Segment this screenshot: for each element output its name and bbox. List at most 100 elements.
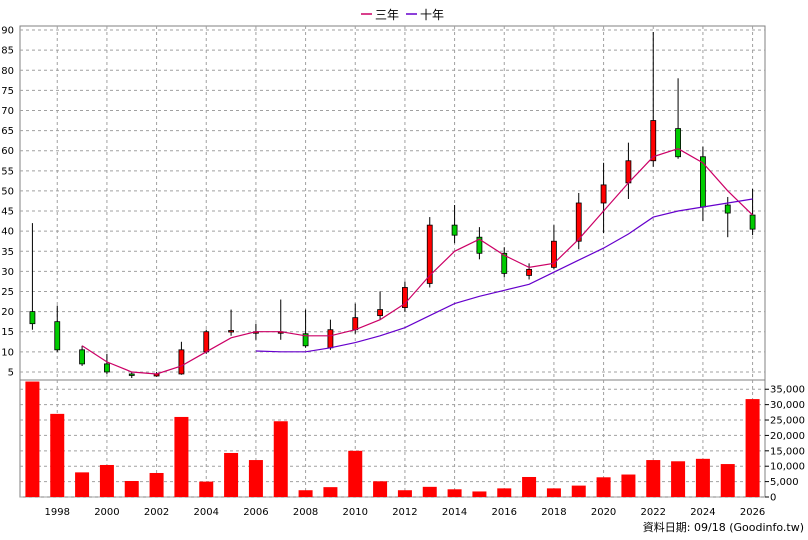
- candle-body: [551, 240, 557, 268]
- volume-bar: [75, 472, 90, 497]
- candle-body: [228, 330, 234, 333]
- x-tick-label: 2014: [442, 507, 467, 518]
- candle: [104, 353, 110, 374]
- candle: [526, 263, 532, 280]
- price-plot-frame: [19, 25, 766, 381]
- price-tick-label: 70: [1, 106, 14, 117]
- volume-bar: [447, 489, 462, 497]
- x-tick-label: 2004: [194, 507, 219, 518]
- candle: [377, 291, 383, 320]
- x-tick-label: 2012: [392, 507, 417, 518]
- candle-body: [451, 224, 458, 236]
- x-tick-label: 2006: [243, 507, 268, 518]
- candle: [29, 223, 36, 330]
- volume-tick-label: 0: [770, 493, 776, 504]
- candle-body: [675, 128, 681, 158]
- volume-plot-area: 0 5,000 10,000 15,000 20,000 25,000 30,000 35,0…: [19, 379, 805, 504]
- price-tick-label: 80: [1, 66, 14, 77]
- volume-tick-label: 15,000: [770, 446, 805, 457]
- volume-bar: [571, 485, 586, 497]
- price-tick-label: 75: [1, 86, 14, 97]
- legend: 三年 十年: [361, 8, 444, 22]
- legend-label-ma3: 三年: [375, 8, 399, 22]
- candle-body: [128, 373, 135, 376]
- candle: [228, 309, 234, 336]
- x-tick-label: 2018: [541, 507, 566, 518]
- candle-body: [650, 120, 657, 162]
- x-tick-label: 2024: [690, 507, 715, 518]
- candle-body: [402, 287, 408, 308]
- candle-body: [54, 321, 61, 351]
- price-tick-label: 65: [1, 126, 14, 137]
- volume-bar: [298, 490, 313, 497]
- volume-bar: [596, 477, 611, 497]
- x-tick-label: 2016: [492, 507, 517, 518]
- price-tick-label: 55: [1, 166, 14, 177]
- legend-label-ma10: 十年: [420, 8, 444, 22]
- volume-bar: [149, 472, 164, 497]
- candle: [451, 205, 458, 244]
- price-tick-label: 10: [1, 347, 14, 358]
- volume-bar: [50, 413, 65, 497]
- candle-body: [724, 204, 731, 214]
- volume-bar: [25, 381, 40, 497]
- candle: [128, 371, 135, 378]
- volume-bar: [472, 491, 487, 497]
- price-tick-label: 35: [1, 247, 14, 258]
- volume-tick-label: 35,000: [770, 385, 805, 396]
- volume-tick-label: 20,000: [770, 431, 805, 442]
- volume-bar: [621, 474, 636, 497]
- volume-bar: [720, 464, 735, 497]
- x-tick-label: 2010: [343, 507, 368, 518]
- volume-bar: [745, 399, 760, 497]
- price-tick-label: 40: [1, 227, 14, 238]
- price-tick-label: 30: [1, 267, 14, 278]
- volume-bar: [273, 421, 288, 497]
- candle-body: [600, 184, 607, 204]
- price-tick-label: 5: [8, 367, 14, 378]
- volume-bar: [248, 460, 263, 497]
- x-tick-label: 2000: [94, 507, 119, 518]
- volume-bar: [546, 488, 561, 497]
- x-tick-label: 2008: [293, 507, 318, 518]
- candle-body: [526, 268, 532, 276]
- price-tick-label: 85: [1, 46, 14, 57]
- x-tick-label: 1998: [45, 507, 70, 518]
- volume-bar: [348, 450, 363, 497]
- candle: [501, 247, 508, 278]
- candle: [675, 78, 681, 159]
- source-note: 資料日期: 09/18 (Goodinfo.tw): [643, 520, 804, 534]
- volume-bar: [174, 416, 189, 497]
- candle-body: [352, 317, 359, 331]
- candle-body: [302, 333, 309, 347]
- candle-body: [203, 331, 210, 353]
- volume-bar: [671, 461, 686, 497]
- candle: [476, 227, 483, 260]
- volume-tick-label: 10,000: [770, 462, 805, 473]
- candle-body: [476, 236, 483, 254]
- candle-body: [327, 329, 334, 349]
- ma3-line: [81, 148, 754, 375]
- price-tick-label: 60: [1, 146, 14, 157]
- candle-body: [29, 311, 36, 325]
- price-axis-ticks: 5 10 15 20 25 30 35 40 45 50 55 60 65 70 75 80 85 90: [1, 26, 14, 379]
- volume-bar: [224, 452, 239, 497]
- candle-body: [625, 160, 632, 184]
- volume-bar: [497, 488, 512, 497]
- volume-bar: [323, 487, 338, 497]
- x-axis-ticks: 1998 2000 2002 2004 2006 2008 2010 2012 2014 2016…: [45, 507, 766, 518]
- candle: [650, 32, 657, 167]
- volume-axis-ticks: 0 5,000 10,000 15,000 20,000 25,000 30,000 35,0…: [765, 385, 805, 504]
- volume-bar: [99, 464, 114, 497]
- x-tick-label: 2022: [641, 507, 666, 518]
- candle: [54, 305, 61, 352]
- candle: [402, 281, 408, 312]
- volume-bar: [522, 476, 537, 497]
- x-tick-label: 2002: [144, 507, 169, 518]
- candle: [302, 309, 309, 348]
- price-tick-label: 15: [1, 327, 14, 338]
- volume-bar: [397, 490, 412, 497]
- moving-average-lines: [81, 148, 754, 375]
- candle-body: [575, 202, 582, 242]
